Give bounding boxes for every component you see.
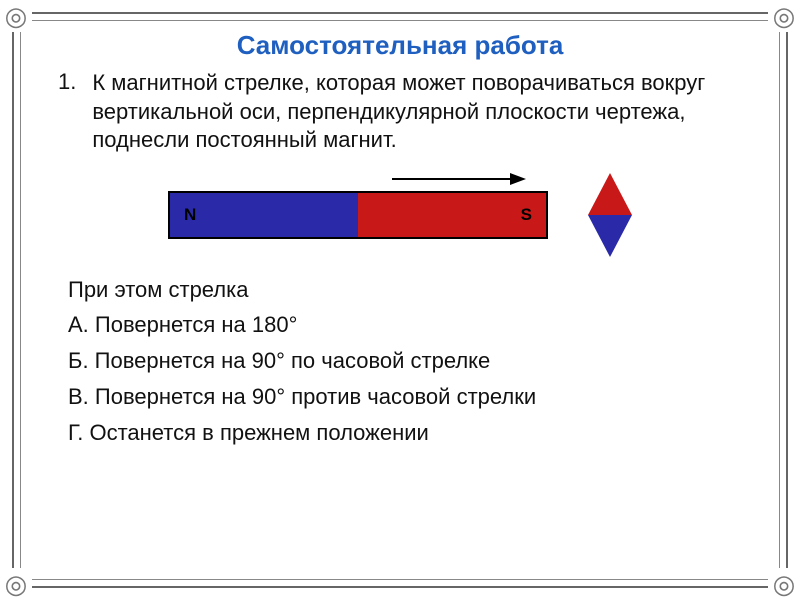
magnet-south: S: [358, 193, 546, 237]
answers-intro: При этом стрелка: [68, 275, 762, 305]
corner-ornament-tl: ◎: [0, 0, 32, 32]
bar-magnet-group: N S: [168, 191, 548, 239]
option-g: Г. Останется в прежнем положении: [68, 418, 762, 448]
magnet-s-label: S: [521, 205, 532, 225]
compass-needle: [588, 173, 632, 257]
bar-magnet: N S: [168, 191, 548, 239]
needle-top: [588, 173, 632, 215]
answers-block: При этом стрелка А. Повернется на 180° Б…: [68, 275, 762, 447]
option-v: В. Повернется на 90° против часовой стре…: [68, 382, 762, 412]
page-title: Самостоятельная работа: [38, 30, 762, 61]
question-text: К магнитной стрелке, которая может повор…: [92, 69, 752, 155]
needle-bottom: [588, 215, 632, 257]
corner-ornament-tr: ◎: [768, 0, 800, 32]
option-b: Б. Повернется на 90° по часовой стрелке: [68, 346, 762, 376]
question-number: 1.: [58, 69, 76, 155]
diagram: N S: [38, 173, 762, 257]
field-arrow-icon: [388, 169, 528, 189]
question-block: 1. К магнитной стрелке, которая может по…: [58, 69, 752, 155]
corner-ornament-br: ◎: [768, 568, 800, 600]
magnet-n-label: N: [184, 205, 196, 225]
corner-ornament-bl: ◎: [0, 568, 32, 600]
option-a: А. Повернется на 180°: [68, 310, 762, 340]
slide-content: Самостоятельная работа 1. К магнитной ст…: [38, 30, 762, 570]
magnet-north: N: [170, 193, 358, 237]
